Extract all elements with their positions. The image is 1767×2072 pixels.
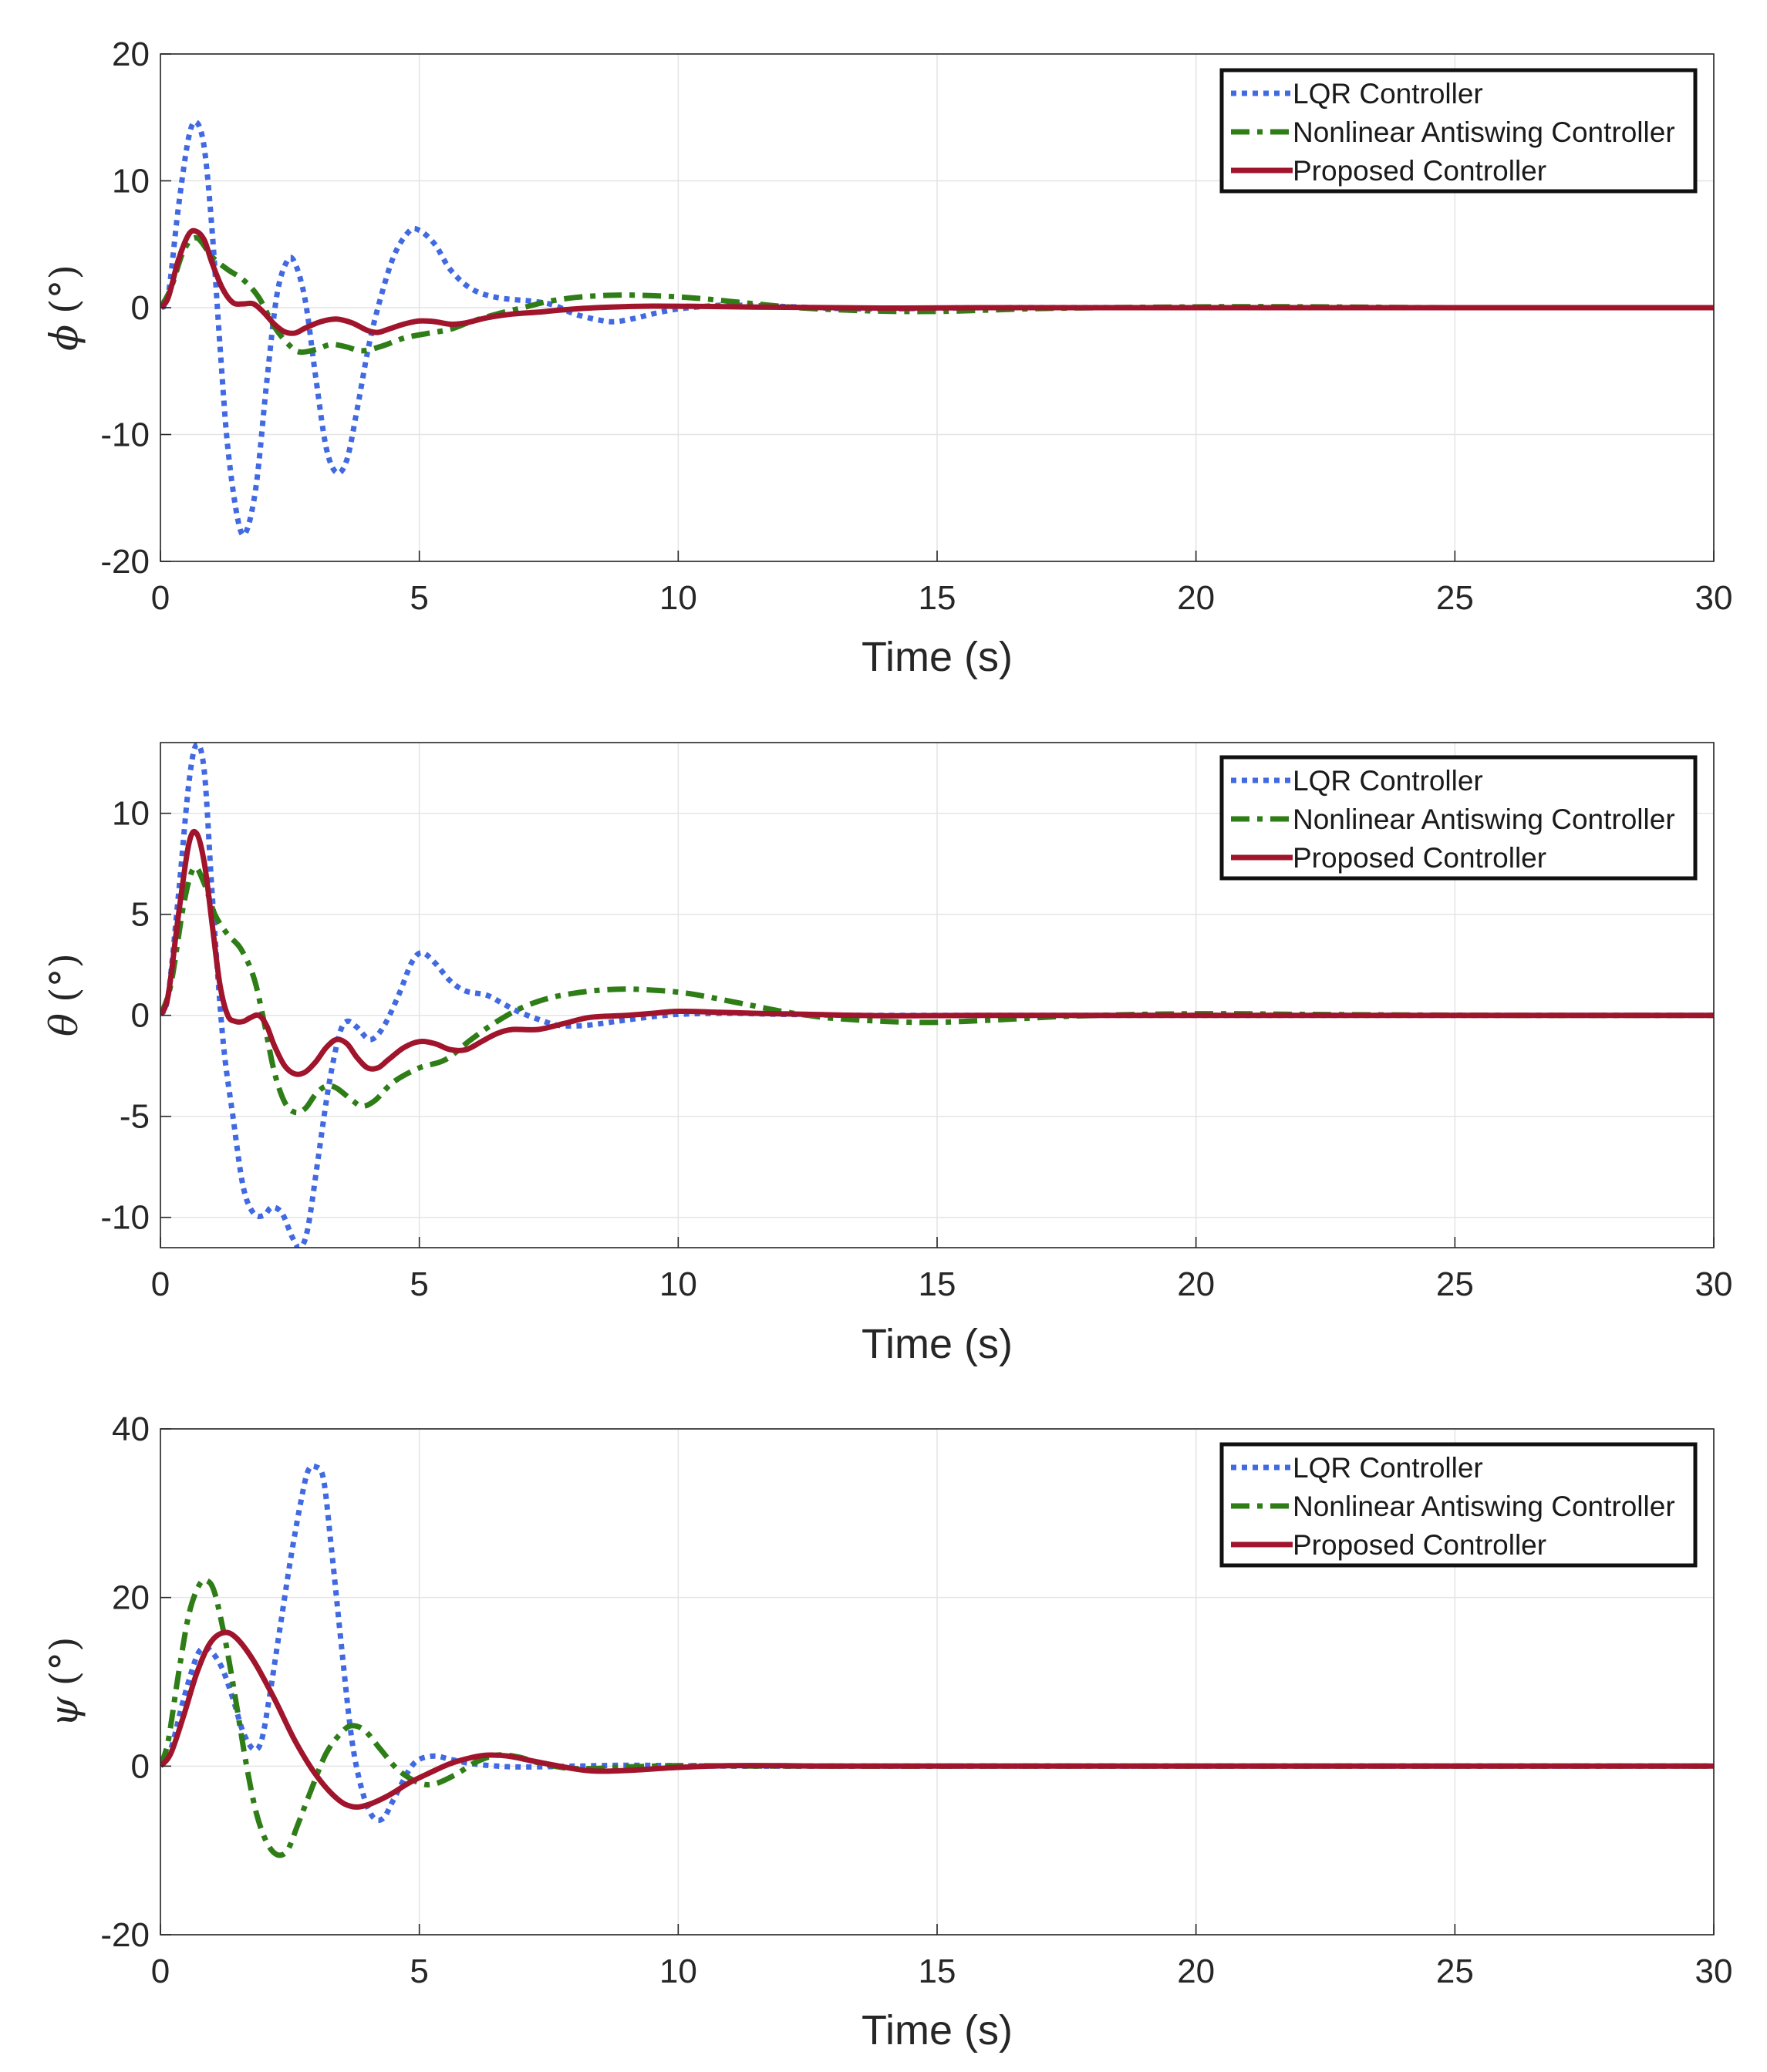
theta-xtick-label: 5 — [410, 1265, 428, 1303]
theta-ytick-label: 0 — [131, 997, 150, 1035]
theta-ylabel: θ (°) — [42, 953, 86, 1036]
theta-ytick-label: -10 — [100, 1199, 150, 1237]
psi-legend-label-nonlinear: Nonlinear Antiswing Controller — [1293, 1491, 1675, 1522]
psi-xtick-label: 20 — [1177, 1952, 1215, 1990]
theta-legend-label-nonlinear: Nonlinear Antiswing Controller — [1293, 804, 1675, 835]
phi-legend-label-lqr: LQR Controller — [1293, 78, 1483, 109]
phi-ylabel-symbol: ϕ — [42, 325, 86, 351]
phi-ytick-label: 0 — [131, 289, 150, 327]
psi-xtick-label: 0 — [151, 1952, 170, 1990]
psi-xlabel: Time (s) — [862, 2007, 1013, 2053]
psi-ytick-label: 40 — [112, 1410, 150, 1448]
theta-ylabel-symbol: θ — [42, 1013, 86, 1036]
theta-xtick-label: 10 — [659, 1265, 697, 1303]
phi-panel: 0 5 10 15 20 25 30 -20 -10 0 10 20 Time (s) ϕ (°) LQ… — [42, 35, 1732, 680]
psi-xtick-label: 15 — [919, 1952, 956, 1990]
theta-legend-box — [1219, 755, 1698, 881]
phi-xtick-label: 0 — [151, 579, 170, 617]
psi-series — [160, 1463, 1714, 1858]
psi-ylabel-unit: (°) — [42, 1636, 86, 1686]
theta-legend-label-lqr: LQR Controller — [1293, 765, 1483, 797]
phi-series-proposed — [160, 227, 1714, 336]
theta-xlabel: Time (s) — [862, 1321, 1013, 1367]
psi-legend-label-lqr: LQR Controller — [1293, 1452, 1483, 1484]
theta-ytick-label: 5 — [131, 896, 150, 934]
theta-xtick-label: 15 — [919, 1265, 956, 1303]
psi-ytick-label: 20 — [112, 1579, 150, 1617]
psi-series-proposed — [160, 1629, 1714, 1810]
theta-legend: LQR Controller Nonlinear Antiswing Contr… — [1219, 755, 1698, 881]
phi-xtick-label: 5 — [410, 579, 428, 617]
theta-xtick-label: 0 — [151, 1265, 170, 1303]
theta-series-proposed — [160, 828, 1714, 1077]
psi-legend-label-proposed: Proposed Controller — [1293, 1529, 1546, 1561]
phi-ytick-label: -10 — [100, 416, 150, 454]
theta-xtick-label: 20 — [1177, 1265, 1215, 1303]
psi-ylabel: ψ (°) — [42, 1636, 86, 1727]
phi-xlabel: Time (s) — [862, 634, 1013, 680]
theta-legend-label-proposed: Proposed Controller — [1293, 842, 1546, 874]
theta-ylabel-unit: (°) — [42, 953, 86, 1002]
psi-xtick-label: 10 — [659, 1952, 697, 1990]
phi-legend-label-nonlinear: Nonlinear Antiswing Controller — [1293, 116, 1675, 148]
phi-legend: LQR Controller Nonlinear Antiswing Contr… — [1219, 68, 1698, 194]
phi-xtick-label: 25 — [1436, 579, 1474, 617]
phi-ytick-label: 20 — [112, 35, 150, 73]
psi-legend-box — [1219, 1442, 1698, 1568]
psi-xtick-label: 30 — [1695, 1952, 1733, 1990]
theta-ytick-label: -5 — [120, 1098, 150, 1136]
phi-legend-label-proposed: Proposed Controller — [1293, 155, 1546, 187]
phi-xtick-label: 15 — [919, 579, 956, 617]
phi-ticks: 0 5 10 15 20 25 30 -20 -10 0 10 20 — [100, 35, 1732, 617]
phi-legend-box — [1219, 68, 1698, 194]
phi-xtick-label: 20 — [1177, 579, 1215, 617]
theta-ytick-label: 10 — [112, 795, 150, 833]
psi-ytick-label: 0 — [131, 1747, 150, 1785]
theta-xtick-label: 30 — [1695, 1265, 1733, 1303]
theta-xtick-label: 25 — [1436, 1265, 1474, 1303]
psi-xtick-label: 25 — [1436, 1952, 1474, 1990]
theta-series — [160, 743, 1714, 1248]
theta-ticks: 0 5 10 15 20 25 30 -10 -5 0 5 10 — [100, 795, 1732, 1303]
phi-xtick-label: 10 — [659, 579, 697, 617]
phi-ylabel-unit: (°) — [42, 264, 86, 314]
psi-ytick-label: -20 — [100, 1916, 150, 1954]
theta-panel: 0 5 10 15 20 25 30 -10 -5 0 5 10 Time (s) θ (°) LQR … — [42, 742, 1732, 1367]
phi-ytick-label: 10 — [112, 163, 150, 200]
psi-legend: LQR Controller Nonlinear Antiswing Contr… — [1219, 1442, 1698, 1568]
phi-ylabel: ϕ (°) — [42, 264, 86, 351]
phi-ytick-label: -20 — [100, 543, 150, 581]
psi-ylabel-symbol: ψ — [42, 1696, 86, 1727]
phi-series — [160, 119, 1714, 538]
psi-xtick-label: 5 — [410, 1952, 428, 1990]
phi-xtick-label: 30 — [1695, 579, 1733, 617]
